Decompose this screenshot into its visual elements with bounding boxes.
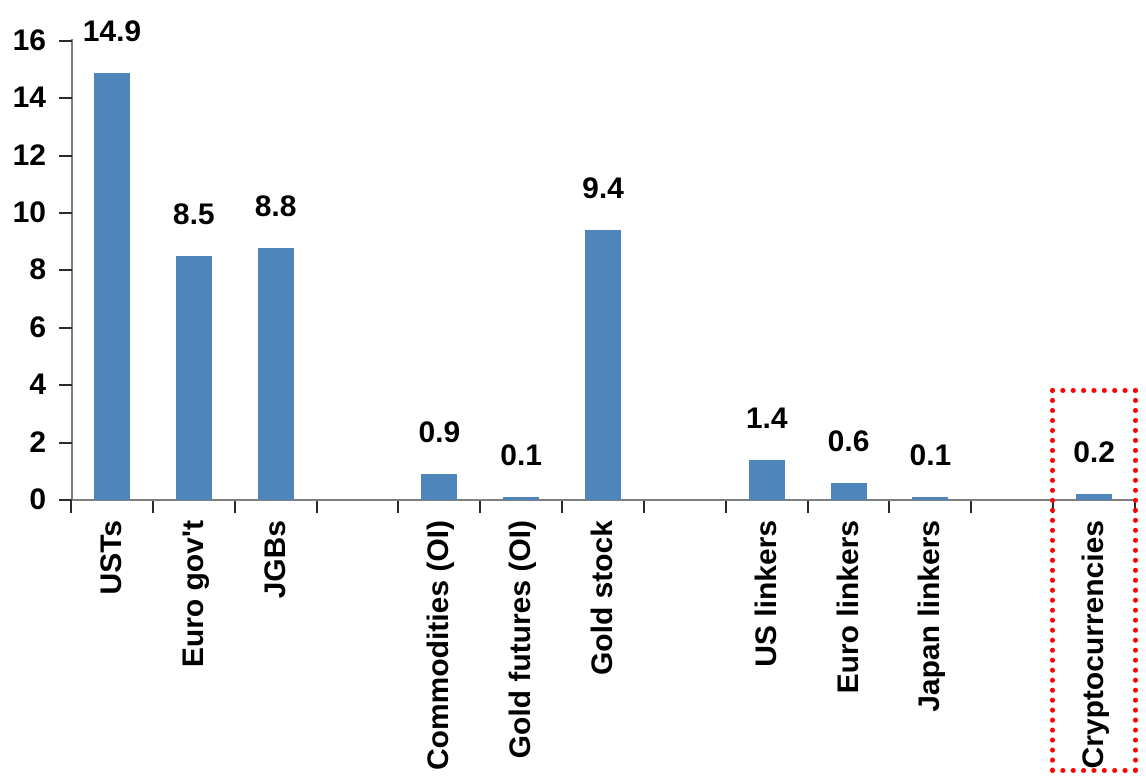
y-axis-tick-label: 12 xyxy=(12,138,46,172)
x-axis-tick xyxy=(561,501,564,513)
bar xyxy=(1076,494,1113,500)
bar-value-label: 0.1 xyxy=(500,439,542,472)
y-axis-tick xyxy=(59,39,72,42)
highlight-box xyxy=(1050,388,1139,773)
y-axis-tick-label: 4 xyxy=(29,368,46,402)
x-axis-tick xyxy=(888,501,891,513)
bar xyxy=(503,497,540,500)
bar xyxy=(421,474,458,500)
bar-value-label: 0.1 xyxy=(909,439,952,472)
y-axis-tick xyxy=(59,441,72,444)
bar xyxy=(175,256,212,500)
bar xyxy=(93,73,130,500)
x-axis-label: JGBs xyxy=(258,520,292,599)
y-axis-tick-label: 2 xyxy=(29,425,46,459)
y-axis-tick xyxy=(59,154,72,157)
x-axis-label: Euro gov't xyxy=(176,520,210,668)
x-axis-line xyxy=(71,499,1136,501)
x-axis-tick xyxy=(70,501,72,513)
x-axis-label: Japan linkers xyxy=(913,520,947,712)
y-axis-tick-label: 16 xyxy=(12,23,46,57)
x-axis-label: Gold futures (OI) xyxy=(504,520,538,759)
y-axis-line xyxy=(71,39,73,501)
y-axis-tick-label: 10 xyxy=(12,196,46,230)
x-axis-tick xyxy=(806,501,809,513)
x-axis-label: Gold stock xyxy=(586,520,619,676)
bar xyxy=(585,230,621,500)
bar xyxy=(748,460,785,500)
y-axis-tick xyxy=(59,499,72,501)
y-axis-tick xyxy=(59,97,72,100)
y-axis-tick-label: 8 xyxy=(29,253,46,287)
x-axis-label: USTs xyxy=(94,520,128,595)
x-axis-tick xyxy=(642,501,645,513)
y-axis-tick xyxy=(59,212,72,215)
bar-value-label: 0.6 xyxy=(827,425,870,458)
y-axis-tick-label: 0 xyxy=(29,483,46,516)
x-axis-tick xyxy=(970,501,973,513)
y-axis-tick xyxy=(59,384,72,387)
y-axis-tick xyxy=(59,269,72,272)
x-axis-label: US linkers xyxy=(749,520,783,667)
y-axis-tick xyxy=(59,326,72,329)
bar-value-label: 1.4 xyxy=(745,402,788,435)
x-axis-label: Commodities (OI) xyxy=(422,520,456,771)
bar-value-label: 0.2 xyxy=(1073,436,1115,469)
x-axis-tick xyxy=(397,501,400,513)
x-axis-tick xyxy=(233,501,236,513)
x-axis-tick xyxy=(315,501,318,513)
x-axis-tick xyxy=(724,501,727,513)
bar-value-label: 0.9 xyxy=(418,416,461,449)
bar-value-label: 8.8 xyxy=(254,190,297,223)
bar-value-label: 8.5 xyxy=(172,198,215,231)
bar xyxy=(257,248,294,500)
bar-value-label: 14.9 xyxy=(82,15,142,48)
bar-value-label: 9.4 xyxy=(582,172,624,205)
bar xyxy=(912,497,949,500)
y-axis-tick-label: 6 xyxy=(29,310,46,344)
y-axis-tick-label: 14 xyxy=(12,81,46,115)
x-axis-tick xyxy=(151,501,154,513)
x-axis-label: Euro linkers xyxy=(831,520,865,694)
bar xyxy=(830,483,867,500)
x-axis-tick xyxy=(479,501,482,513)
